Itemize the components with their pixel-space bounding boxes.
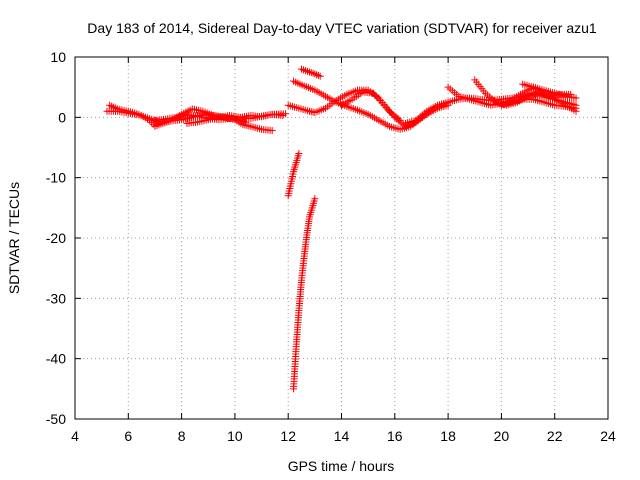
x-tick-label: 14 (334, 428, 350, 444)
x-tick-label: 24 (600, 428, 616, 444)
x-tick-label: 18 (440, 428, 456, 444)
data-point (282, 110, 290, 118)
data-point (313, 71, 321, 79)
data-point (311, 70, 319, 78)
x-tick-label: 12 (280, 428, 296, 444)
series-arc-m (471, 76, 575, 109)
y-tick-label: 10 (50, 49, 66, 65)
data-point (306, 68, 314, 76)
series-arc-g (298, 65, 324, 80)
data-point (314, 72, 322, 80)
x-tick-label: 16 (387, 428, 403, 444)
series-arc-n (497, 95, 580, 112)
y-tick-label: -50 (46, 411, 66, 427)
series-arc-o (519, 80, 580, 102)
x-tick-label: 20 (494, 428, 510, 444)
axis-ticks: 4 6 8 10 12 14 16 18 20 22 24 -50 -40 -30 -20 -10 0 10 (46, 49, 616, 444)
data-point (572, 94, 580, 102)
data-point (242, 118, 250, 126)
x-tick-label: 6 (124, 428, 132, 444)
series-arc-d (183, 110, 290, 127)
data-point (572, 104, 580, 112)
series-arc-h (290, 77, 452, 133)
data-points (103, 65, 580, 393)
y-axis-label: SDTVAR / TECUs (6, 182, 22, 294)
y-tick-label: -40 (46, 351, 66, 367)
y-tick-label: -20 (46, 230, 66, 246)
y-tick-label: 0 (58, 109, 66, 125)
series-arc-f (290, 195, 319, 393)
series-arc-e (284, 150, 303, 200)
data-point (307, 69, 315, 77)
data-point (309, 69, 317, 77)
chart-title: Day 183 of 2014, Sidereal Day-to-day VTE… (87, 20, 597, 36)
grid (75, 57, 608, 419)
x-tick-label: 22 (547, 428, 563, 444)
x-tick-label: 10 (227, 428, 243, 444)
data-point (268, 127, 276, 135)
data-point (295, 150, 303, 158)
x-tick-label: 8 (178, 428, 186, 444)
data-point (311, 195, 319, 203)
data-point (316, 72, 324, 80)
y-tick-label: -10 (46, 170, 66, 186)
x-tick-label: 4 (71, 428, 79, 444)
x-axis-label: GPS time / hours (288, 458, 395, 474)
y-tick-label: -30 (46, 290, 66, 306)
